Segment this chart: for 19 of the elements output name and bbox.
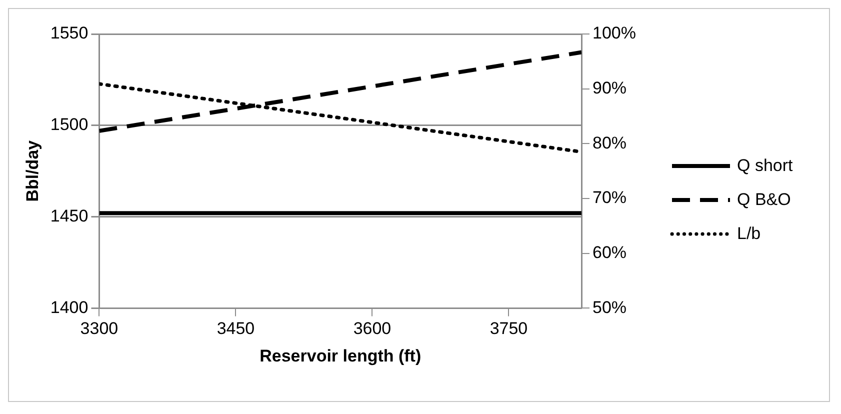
y2-tick-label: 50% (592, 298, 627, 317)
y2-tick-label: 60% (592, 243, 627, 262)
y-tick-label: 1500 (50, 115, 88, 134)
legend-label: L/b (737, 224, 761, 244)
x-tick-label: 3300 (80, 319, 118, 338)
y-axis-title: Bbl/day (22, 140, 42, 202)
x-tick-label: 3450 (216, 319, 255, 338)
legend-label: Q B&O (737, 190, 791, 210)
x-tick-label: 3750 (490, 319, 528, 338)
y-tick-label: 1550 (50, 24, 88, 43)
y2-tick-label: 70% (592, 188, 627, 208)
y2-tick-label: 100% (592, 24, 636, 43)
x-tick-label: 3600 (353, 319, 392, 338)
y2-tick-label: 80% (592, 133, 627, 152)
y-tick-label: 1400 (50, 298, 88, 317)
y2-tick-label: 90% (592, 78, 627, 98)
legend-label: Q short (737, 156, 793, 176)
x-axis-title: Reservoir length (ft) (260, 346, 422, 366)
y-tick-label: 1450 (50, 206, 88, 226)
